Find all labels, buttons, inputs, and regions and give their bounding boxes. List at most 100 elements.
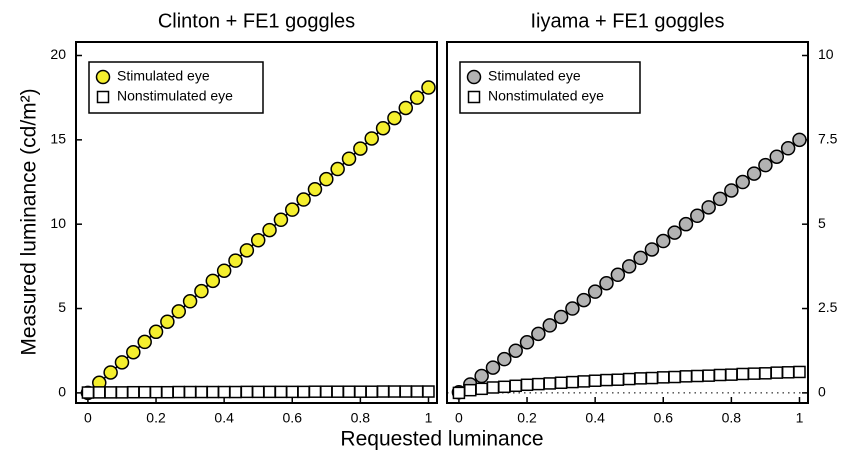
circle-marker	[656, 233, 671, 249]
square-marker	[81, 386, 95, 399]
circle-marker	[542, 318, 557, 333]
square-marker	[422, 385, 435, 398]
circle-marker	[667, 225, 682, 240]
square-marker	[486, 381, 500, 394]
square-marker	[217, 385, 231, 399]
circle-marker	[114, 355, 130, 370]
square-marker	[498, 380, 511, 394]
circle-marker	[398, 100, 414, 116]
square-marker	[679, 370, 693, 383]
circle-marker	[103, 365, 118, 380]
square-marker	[475, 382, 488, 396]
legend-label: Nonstimulated eye	[117, 88, 233, 104]
square-marker	[532, 377, 545, 391]
x-tick-label: 0.6	[283, 410, 303, 426]
square-marker	[172, 385, 185, 399]
circle-marker	[341, 151, 357, 166]
square-marker	[354, 385, 367, 398]
circle-marker	[610, 267, 626, 283]
chart-title: Iiyama + FE1 goggles	[531, 10, 725, 32]
y-tick-label: 7.5	[818, 131, 838, 147]
circle-marker	[633, 250, 648, 266]
square-marker	[554, 376, 568, 390]
x-tick-label: 0.4	[214, 410, 234, 426]
circle-marker	[228, 253, 243, 268]
circle-marker	[531, 326, 546, 342]
square-marker	[365, 385, 378, 398]
square-marker	[93, 386, 106, 399]
square-marker	[668, 370, 681, 384]
square-marker	[138, 385, 151, 399]
plot-frame	[446, 41, 809, 404]
square-marker	[467, 90, 481, 104]
square-marker	[600, 373, 613, 387]
circle-marker	[553, 309, 569, 325]
square-marker	[399, 385, 413, 398]
circle-marker	[576, 292, 592, 308]
circle-marker	[758, 157, 773, 173]
circle-marker	[409, 90, 425, 105]
x-tick-label: 0	[455, 410, 463, 426]
square-marker	[263, 385, 276, 399]
square-marker	[308, 385, 322, 398]
square-marker	[320, 385, 333, 398]
circle-marker	[644, 242, 660, 257]
x-tick-label: 1	[425, 410, 433, 426]
legend-label: Stimulated eye	[117, 68, 210, 84]
circle-marker	[724, 183, 739, 198]
square-marker	[793, 365, 806, 379]
legend-label: Nonstimulated eye	[488, 88, 604, 104]
square-marker	[770, 366, 784, 379]
y-axis-label: Measured luminance (cd/m²)	[18, 88, 41, 355]
circle-marker	[296, 192, 311, 207]
square-marker	[611, 373, 625, 386]
y-tick-label: 2.5	[818, 299, 838, 315]
legend-box	[459, 61, 641, 114]
x-tick-label: 0.8	[351, 410, 371, 426]
circle-marker	[497, 351, 512, 367]
square-marker	[183, 385, 197, 399]
square-marker	[520, 378, 534, 392]
square-marker	[96, 90, 110, 104]
circle-marker	[273, 212, 289, 228]
square-marker	[342, 385, 356, 398]
circle-marker	[474, 368, 489, 384]
y-tick-label: 0	[58, 384, 66, 400]
square-marker	[566, 375, 579, 389]
circle-marker	[780, 141, 796, 156]
square-marker	[206, 385, 220, 399]
square-marker	[577, 375, 591, 388]
legend-label: Stimulated eye	[488, 68, 581, 84]
circle-marker	[95, 69, 111, 85]
square-marker	[410, 385, 424, 398]
square-marker	[161, 385, 174, 399]
x-tick-label: 0.6	[654, 410, 674, 426]
circle-marker	[262, 222, 277, 238]
circle-marker	[735, 174, 750, 190]
y-tick-label: 15	[50, 131, 66, 147]
square-marker	[297, 385, 310, 399]
square-marker	[127, 385, 140, 399]
circle-marker	[375, 120, 391, 136]
square-marker	[645, 371, 659, 385]
x-tick-label: 0.4	[585, 410, 605, 426]
circle-marker	[250, 232, 266, 248]
square-marker	[747, 367, 761, 380]
y-tick-label: 20	[50, 46, 66, 62]
y-tick-label: 0	[818, 384, 826, 400]
square-marker	[634, 372, 647, 385]
square-marker	[725, 368, 738, 381]
square-marker	[702, 369, 715, 382]
circle-marker	[587, 284, 603, 299]
circle-marker	[285, 202, 300, 217]
circle-marker	[216, 263, 232, 278]
square-marker	[622, 372, 636, 386]
square-marker	[736, 367, 749, 381]
square-marker	[509, 379, 522, 393]
legend-box	[88, 61, 264, 114]
circle-marker	[690, 208, 705, 224]
square-marker	[376, 385, 390, 398]
circle-marker	[621, 259, 637, 274]
circle-marker	[148, 324, 164, 340]
x-axis-label: Requested luminance	[340, 428, 543, 451]
